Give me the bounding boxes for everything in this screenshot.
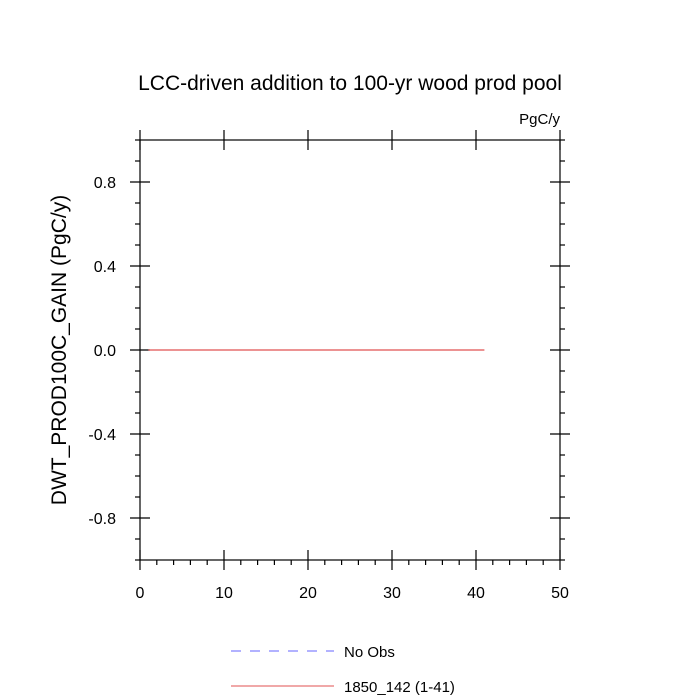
legend: No Obs 1850_142 (1-41) xyxy=(231,644,455,696)
axis-ticks: 0 10 20 30 40 50 0.8 0.4 0.0 -0.4 -0.8 xyxy=(88,130,570,602)
x-tick-label: 10 xyxy=(215,585,233,602)
x-tick-label: 50 xyxy=(551,585,569,602)
legend-label: 1850_142 (1-41) xyxy=(344,679,455,696)
x-tick-label: 30 xyxy=(383,585,401,602)
x-tick-label: 40 xyxy=(467,585,485,602)
y-tick-label: -0.8 xyxy=(88,511,116,528)
y-tick-label: 0.8 xyxy=(94,175,116,192)
units-label: PgC/y xyxy=(519,111,560,128)
y-tick-label: -0.4 xyxy=(88,427,116,444)
y-tick-label: 0.4 xyxy=(94,259,116,276)
legend-label: No Obs xyxy=(344,644,395,661)
y-tick-label: 0.0 xyxy=(94,343,116,360)
chart-title: LCC-driven addition to 100-yr wood prod … xyxy=(138,72,562,95)
x-tick-label: 0 xyxy=(136,585,145,602)
y-axis-label: DWT_PROD100C_GAIN (PgC/y) xyxy=(48,195,71,505)
x-tick-label: 20 xyxy=(299,585,317,602)
